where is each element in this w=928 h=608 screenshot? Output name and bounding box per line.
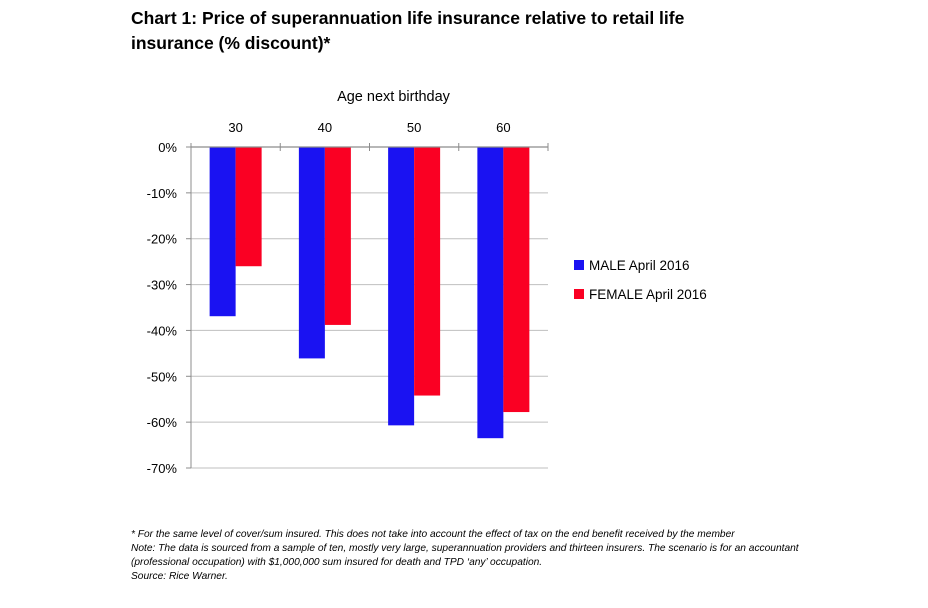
legend-swatch-1 bbox=[574, 289, 584, 299]
x-axis-label: Age next birthday bbox=[337, 89, 451, 105]
y-tick-label: -60% bbox=[147, 415, 178, 430]
x-tick-label: 50 bbox=[407, 120, 421, 135]
y-tick-label: 0% bbox=[158, 140, 177, 155]
bar-male-40 bbox=[298, 147, 325, 359]
footnote-note: Note: The data is sourced from a sample … bbox=[131, 543, 799, 554]
footnotes: * For the same level of cover/sum insure… bbox=[131, 528, 891, 584]
x-tick-label: 60 bbox=[496, 120, 510, 135]
x-tick-label: 40 bbox=[318, 120, 332, 135]
bar-male-30 bbox=[209, 147, 236, 317]
y-tick-label: -30% bbox=[147, 278, 178, 293]
y-tick-label: -20% bbox=[147, 232, 178, 247]
y-tick-label: -10% bbox=[147, 186, 178, 201]
bar-female-60 bbox=[503, 147, 530, 413]
y-tick-label: -70% bbox=[147, 461, 178, 476]
y-tick-label: -40% bbox=[147, 323, 178, 338]
bar-female-40 bbox=[324, 147, 351, 325]
footnote-source: Source: Rice Warner. bbox=[131, 571, 228, 582]
bar-female-50 bbox=[414, 147, 441, 396]
legend-swatch-0 bbox=[574, 260, 584, 270]
bar-female-30 bbox=[235, 147, 262, 267]
y-tick-label: -50% bbox=[147, 369, 178, 384]
bar-male-60 bbox=[477, 147, 504, 439]
bar-male-50 bbox=[388, 147, 415, 426]
x-tick-label: 30 bbox=[228, 120, 242, 135]
chart-title: Chart 1: Price of superannuation life in… bbox=[131, 8, 685, 53]
footnote-asterisk: * For the same level of cover/sum insure… bbox=[131, 529, 735, 540]
legend-label-1: FEMALE April 2016 bbox=[589, 287, 707, 302]
legend-label-0: MALE April 2016 bbox=[589, 258, 690, 273]
footnote-note-continued: (professional occupation) with $1,000,00… bbox=[131, 557, 543, 568]
